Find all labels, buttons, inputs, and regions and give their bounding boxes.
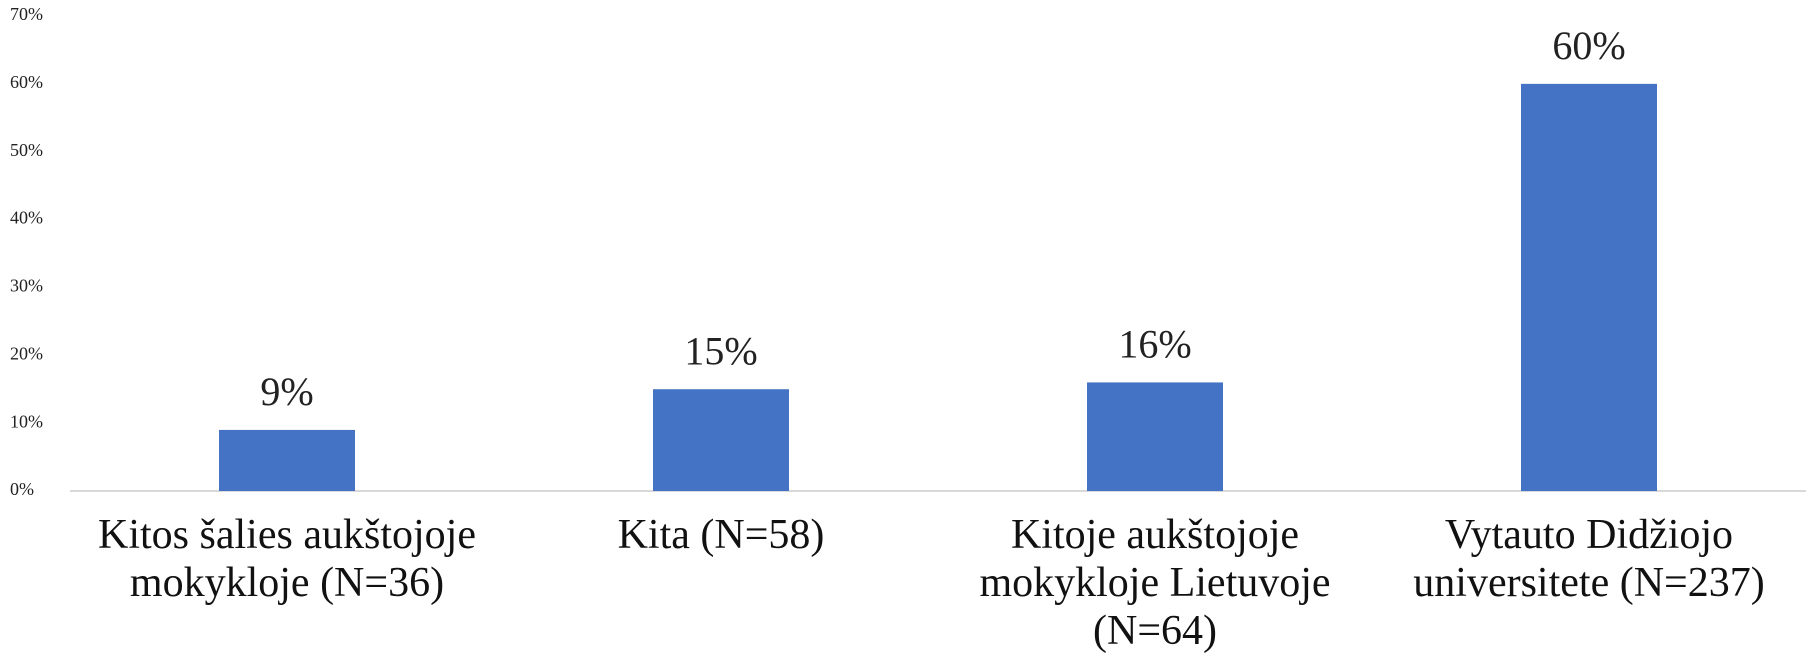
y-tick-label: 30% — [10, 276, 43, 296]
x-tick-label: Vytauto Didžiojo universitete (N=237) — [1413, 512, 1765, 606]
y-tick-label: 10% — [10, 411, 43, 431]
y-tick-label: 70% — [10, 4, 43, 24]
y-tick-label: 60% — [10, 72, 43, 92]
y-tick-label: 40% — [10, 208, 43, 228]
bar — [1521, 83, 1657, 491]
x-tick-label: Kitoje aukštojoje mokykloje Lietuvoje (N… — [979, 512, 1331, 654]
data-label: 60% — [1552, 23, 1625, 68]
bar — [219, 429, 355, 491]
y-tick-label: 20% — [10, 343, 43, 363]
x-tick-label: Kita (N=58) — [617, 512, 825, 558]
data-label: 15% — [684, 328, 757, 373]
x-tick-label: Kitos šalies aukštojoje mokykloje (N=36) — [98, 512, 476, 606]
y-tick-label: 50% — [10, 140, 43, 160]
y-tick-label: 0% — [10, 479, 34, 499]
data-label: 16% — [1118, 322, 1191, 367]
bar — [653, 389, 789, 491]
bar — [1087, 382, 1223, 491]
data-label: 9% — [260, 369, 313, 414]
